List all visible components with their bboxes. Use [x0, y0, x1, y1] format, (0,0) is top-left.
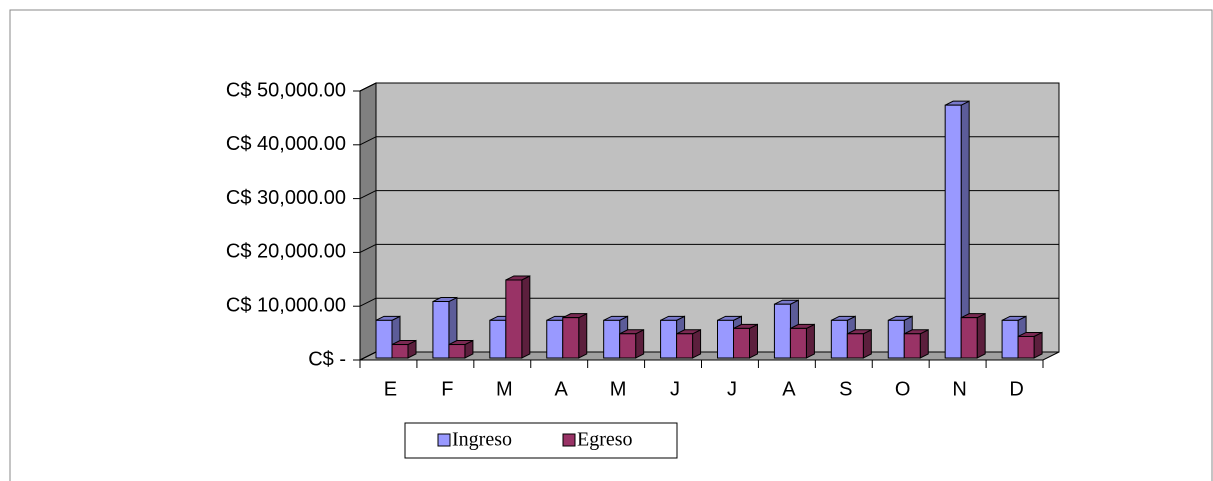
bar	[448, 344, 466, 359]
bar	[391, 344, 409, 359]
bar	[676, 333, 694, 359]
grid-line-side	[359, 351, 377, 361]
y-tick-label: C$ 50,000.00	[226, 79, 346, 101]
bar-side	[976, 312, 986, 359]
bar	[489, 319, 507, 359]
bar-side	[805, 323, 815, 359]
bar	[603, 319, 621, 359]
bar	[944, 104, 962, 359]
x-tick-label: E	[384, 378, 397, 400]
bar-side	[521, 275, 531, 359]
bar	[432, 301, 450, 359]
x-tick-label: J	[670, 378, 680, 400]
left-wall	[359, 82, 377, 361]
bar	[789, 327, 807, 359]
bar	[660, 319, 678, 359]
bar	[846, 333, 864, 359]
bar	[887, 319, 905, 359]
legend-label: Ingreso	[452, 429, 512, 451]
bar-side	[692, 328, 702, 359]
y-tick-label: C$ 20,000.00	[226, 241, 346, 263]
bar	[903, 333, 921, 359]
y-tick-label: C$ 40,000.00	[226, 133, 346, 155]
grid-line-side	[359, 82, 377, 92]
x-tick-label: O	[895, 378, 911, 400]
legend-swatch	[562, 433, 576, 447]
bar	[717, 319, 734, 359]
grid-line-side	[359, 136, 377, 146]
bar-side	[919, 328, 929, 359]
bar	[546, 319, 564, 359]
bar	[1017, 335, 1035, 359]
grid-line-side	[359, 297, 377, 307]
legend-swatch	[437, 433, 451, 447]
bar	[1001, 319, 1019, 359]
bar	[505, 279, 523, 359]
bar-side	[578, 312, 588, 359]
bar	[960, 317, 978, 359]
y-tick-label: C$ 10,000.00	[226, 294, 346, 316]
y-tick-label: C$ 30,000.00	[226, 187, 346, 209]
x-tick-label: M	[610, 378, 627, 400]
y-tick-label: C$ -	[308, 348, 346, 370]
grid-line-side	[359, 243, 377, 253]
grid-line-side	[359, 190, 377, 200]
bar-side	[749, 323, 758, 359]
bar	[733, 327, 750, 359]
chart-border	[9, 9, 1213, 481]
legend-label: Egreso	[577, 429, 633, 451]
bar	[375, 319, 393, 359]
x-tick-label: M	[496, 378, 513, 400]
bar	[830, 319, 848, 359]
x-tick-label: J	[727, 378, 737, 400]
x-tick-label: A	[782, 378, 796, 400]
bar-side	[862, 328, 872, 359]
x-tick-label: N	[952, 378, 966, 400]
bar	[562, 317, 580, 359]
x-tick-label: D	[1009, 378, 1023, 400]
bar	[619, 333, 637, 359]
x-tick-label: F	[441, 378, 453, 400]
bar	[773, 303, 791, 359]
bar-side	[635, 328, 645, 359]
x-tick-label: A	[555, 378, 569, 400]
x-tick-label: S	[839, 378, 852, 400]
